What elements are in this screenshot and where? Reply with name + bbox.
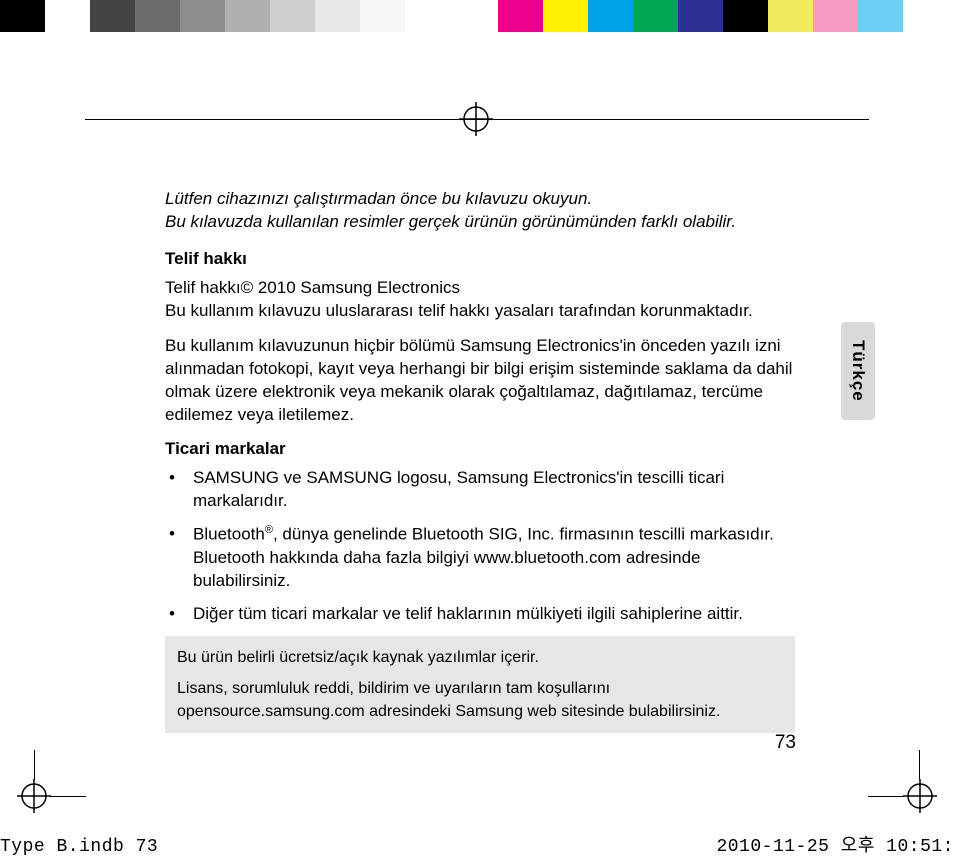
trim-tick-left-h	[50, 796, 86, 797]
copyright-line: Telif hakkı© 2010 Samsung Electronics	[165, 278, 460, 297]
list-item: • Bluetooth®, dünya genelinde Bluetooth S…	[165, 523, 795, 592]
trim-tick-right-v	[919, 750, 920, 780]
language-tab: Türkçe	[841, 322, 875, 420]
color-swatch	[405, 0, 450, 32]
bullet-icon: •	[169, 603, 175, 626]
color-swatch	[588, 0, 633, 32]
color-swatch	[723, 0, 768, 32]
copyright-block: Telif hakkı© 2010 Samsung Electronics Bu…	[165, 277, 795, 323]
bullet-icon: •	[169, 467, 175, 490]
page-content: Lütfen cihazınızı çalıştırmadan önce bu …	[165, 188, 795, 733]
intro-line1: Lütfen cihazınızı çalıştırmadan önce bu …	[165, 189, 592, 208]
tm-item2b: , dünya genelinde Bluetooth SIG, Inc. fi…	[193, 525, 774, 590]
color-swatch	[813, 0, 858, 32]
copyright-heading: Telif hakkı	[165, 248, 795, 271]
color-swatch	[45, 0, 90, 32]
trim-tick-left-v	[34, 750, 35, 780]
page-number: 73	[775, 732, 796, 754]
tm-item2a: Bluetooth	[193, 525, 265, 544]
notice-p2: Lisans, sorumluluk reddi, bildirim ve uy…	[177, 677, 783, 723]
color-swatch	[768, 0, 813, 32]
color-swatch	[678, 0, 723, 32]
color-swatch	[858, 0, 903, 32]
color-swatch	[360, 0, 405, 32]
footer-slug-left: Type B.indb 73	[0, 837, 158, 857]
tm-item2-sup: ®	[265, 524, 273, 536]
tm-item1: SAMSUNG ve SAMSUNG logosu, Samsung Elect…	[193, 468, 724, 510]
notice-p1: Bu ürün belirli ücretsiz/açık kaynak yaz…	[177, 646, 783, 669]
opensource-notice: Bu ürün belirli ücretsiz/açık kaynak yaz…	[165, 636, 795, 734]
intro-line2: Bu kılavuzda kullanılan resimler gerçek …	[165, 212, 736, 231]
color-swatch	[498, 0, 543, 32]
list-item: • SAMSUNG ve SAMSUNG logosu, Samsung Elec…	[165, 467, 795, 513]
color-swatch	[270, 0, 315, 32]
color-swatch	[135, 0, 180, 32]
intro-text: Lütfen cihazınızı çalıştırmadan önce bu …	[165, 188, 795, 234]
trademarks-heading: Ticari markalar	[165, 438, 795, 461]
color-swatch	[180, 0, 225, 32]
color-swatch	[315, 0, 360, 32]
color-swatch	[903, 0, 905, 32]
copyright-p2: Bu kullanım kılavuzunun hiçbir bölümü Sa…	[165, 335, 795, 427]
footer-slug-right: 2010-11-25 오후 10:51:	[716, 831, 954, 857]
color-swatch	[0, 0, 45, 32]
tm-item3: Diğer tüm ticari markalar ve telif hakla…	[193, 604, 743, 623]
color-swatch	[450, 0, 498, 32]
registration-mark-right	[903, 779, 937, 813]
trademarks-list: • SAMSUNG ve SAMSUNG logosu, Samsung Elec…	[165, 467, 795, 625]
color-swatch	[225, 0, 270, 32]
color-swatch	[543, 0, 588, 32]
color-swatch	[90, 0, 135, 32]
bullet-icon: •	[169, 523, 175, 546]
color-swatch	[633, 0, 678, 32]
list-item: • Diğer tüm ticari markalar ve telif hakl…	[165, 603, 795, 626]
trim-line-top	[85, 119, 869, 120]
trim-tick-right-h	[868, 796, 904, 797]
language-label: Türkçe	[848, 340, 868, 402]
registration-mark-left	[17, 779, 51, 813]
copyright-p1: Bu kullanım kılavuzu uluslararası telif …	[165, 301, 753, 320]
color-calibration-bar	[0, 0, 954, 32]
